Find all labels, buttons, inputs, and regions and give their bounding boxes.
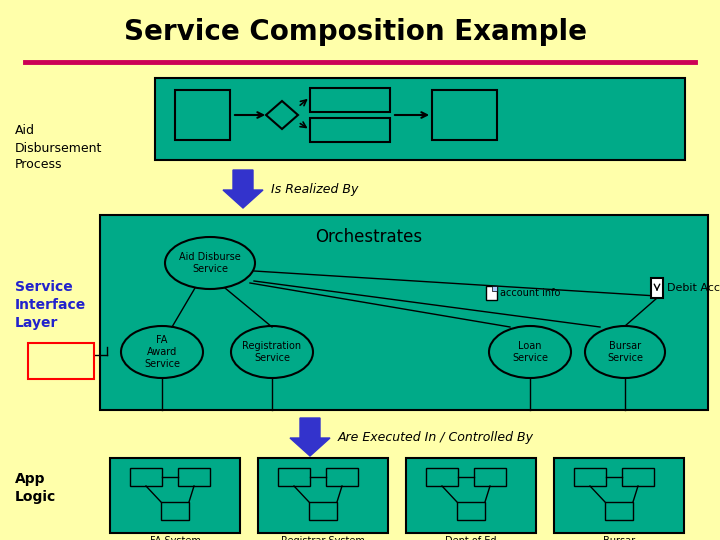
Text: Service Composition Example: Service Composition Example — [124, 18, 587, 46]
Text: Bursar
Java on Linux: Bursar Java on Linux — [586, 536, 652, 540]
FancyBboxPatch shape — [28, 343, 94, 379]
Text: Registration
Service: Registration Service — [243, 341, 302, 363]
Text: Loan
Service: Loan Service — [512, 341, 548, 363]
Text: App
Logic: App Logic — [15, 472, 56, 504]
FancyBboxPatch shape — [100, 215, 708, 410]
FancyBboxPatch shape — [651, 278, 663, 298]
Text: Orchestrates: Orchestrates — [315, 228, 422, 246]
Text: Service
Interface
Layer: Service Interface Layer — [15, 280, 86, 330]
Text: Dept of Ed
???: Dept of Ed ??? — [445, 536, 497, 540]
Text: Registrar System
Mainframe: Registrar System Mainframe — [281, 536, 365, 540]
Text: Aid Disburse
Service: Aid Disburse Service — [179, 252, 241, 274]
Polygon shape — [290, 418, 330, 456]
Text: FA System
Microsoft .NET: FA System Microsoft .NET — [140, 536, 210, 540]
Text: Is Realized By: Is Realized By — [271, 184, 359, 197]
FancyBboxPatch shape — [155, 78, 685, 160]
Polygon shape — [223, 170, 263, 208]
Text: Aid
Disbursement
Process: Aid Disbursement Process — [15, 125, 102, 172]
Text: Are Executed In / Controlled By: Are Executed In / Controlled By — [338, 430, 534, 443]
Text: Not
Physical: Not Physical — [41, 350, 81, 372]
Text: account info: account info — [500, 288, 560, 298]
FancyBboxPatch shape — [554, 458, 684, 533]
FancyBboxPatch shape — [110, 458, 240, 533]
Text: FA
Award
Service: FA Award Service — [144, 335, 180, 369]
FancyBboxPatch shape — [258, 458, 388, 533]
FancyBboxPatch shape — [406, 458, 536, 533]
FancyBboxPatch shape — [486, 286, 497, 300]
Polygon shape — [492, 286, 497, 291]
Text: Debit Account: Debit Account — [667, 283, 720, 293]
Text: Bursar
Service: Bursar Service — [607, 341, 643, 363]
